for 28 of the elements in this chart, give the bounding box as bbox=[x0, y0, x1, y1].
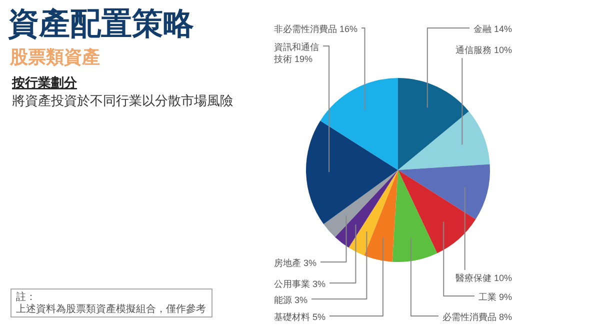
pie-slice bbox=[398, 111, 490, 170]
slice-label: 能源 3% bbox=[274, 295, 308, 305]
pie-slice bbox=[398, 164, 490, 220]
slice-label: 金融 14% bbox=[473, 24, 512, 34]
pie-slice bbox=[320, 78, 398, 170]
chart-title: 資產配置策略 bbox=[7, 6, 194, 41]
pie-slice bbox=[398, 78, 469, 170]
text: 上述資料為股票類資產模擬組合，僅作參考 bbox=[16, 303, 206, 315]
slice-label: 資訊和通信技術 19% bbox=[273, 42, 319, 64]
slice-label: 非必需性消費品 16% bbox=[274, 24, 358, 34]
pie-slice bbox=[348, 170, 398, 256]
pie-slice bbox=[398, 170, 476, 254]
pie-slice bbox=[324, 170, 398, 238]
pie-slice bbox=[392, 170, 438, 262]
slice-label: 必需性消費品 8% bbox=[442, 312, 512, 322]
pie-slice bbox=[306, 120, 398, 224]
pie-slice bbox=[335, 170, 398, 248]
pie-slice bbox=[364, 170, 398, 262]
text: 註： bbox=[16, 291, 36, 303]
slice-label: 基礎材料 5% bbox=[274, 312, 326, 322]
slice-label: 醫療保健 10% bbox=[455, 273, 512, 283]
slice-label: 工業 9% bbox=[478, 292, 512, 302]
text: 將資產投資於不同行業以分散市場風險 bbox=[12, 93, 233, 108]
slice-label: 通信服務 10% bbox=[455, 45, 512, 55]
text: 股票類資產 bbox=[9, 47, 100, 67]
slice-label: 公用事業 3% bbox=[274, 279, 326, 289]
slice-label: 房地產 3% bbox=[274, 258, 317, 268]
text: 按行業劃分 bbox=[11, 75, 78, 90]
